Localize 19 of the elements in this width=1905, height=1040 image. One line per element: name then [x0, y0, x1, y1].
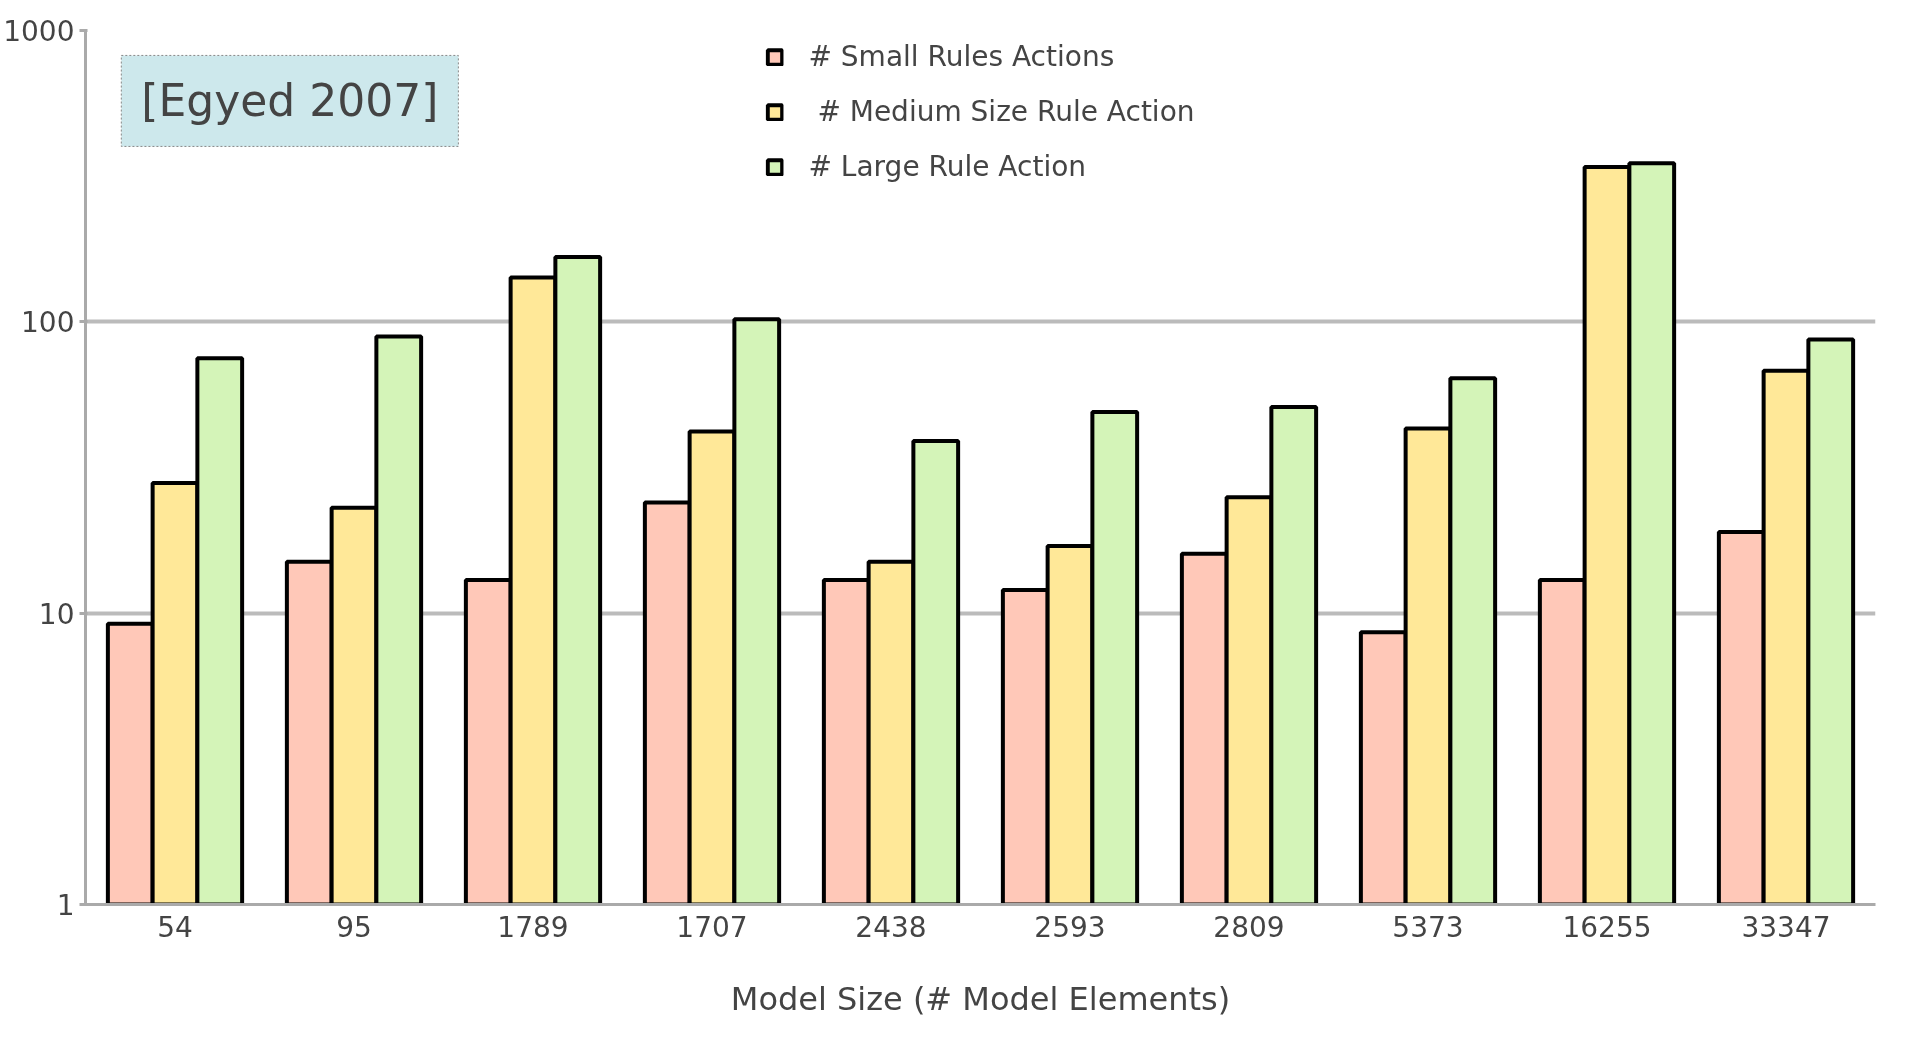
x-tick-label: 1789 — [497, 910, 569, 944]
legend-label: # Medium Size Rule Action — [816, 95, 1195, 128]
y-tick-label: 1 — [56, 889, 75, 922]
y-tick-label: 10 — [38, 597, 75, 631]
x-tick-label: 1707 — [676, 910, 748, 944]
legend-label: # Large Rule Action — [808, 150, 1087, 183]
annotation: [Egyed 2007] — [141, 75, 439, 127]
y-tick-label: 100 — [21, 306, 75, 340]
x-tick-label: 95 — [336, 910, 372, 944]
x-tick-label: 5373 — [1392, 910, 1464, 944]
legend-label: # Small Rules Actions — [808, 40, 1115, 73]
x-tick-label: 54 — [157, 910, 193, 944]
x-tick-label: 2593 — [1034, 910, 1106, 944]
x-tick-label: 33347 — [1741, 910, 1831, 944]
x-tick-label: 2809 — [1213, 910, 1285, 944]
y-tick-label: 1000 — [3, 15, 75, 48]
x-tick-label: 16255 — [1562, 910, 1652, 944]
x-axis-title: Model Size (# Model Elements) — [730, 979, 1231, 1018]
x-tick-label: 2438 — [855, 910, 927, 944]
